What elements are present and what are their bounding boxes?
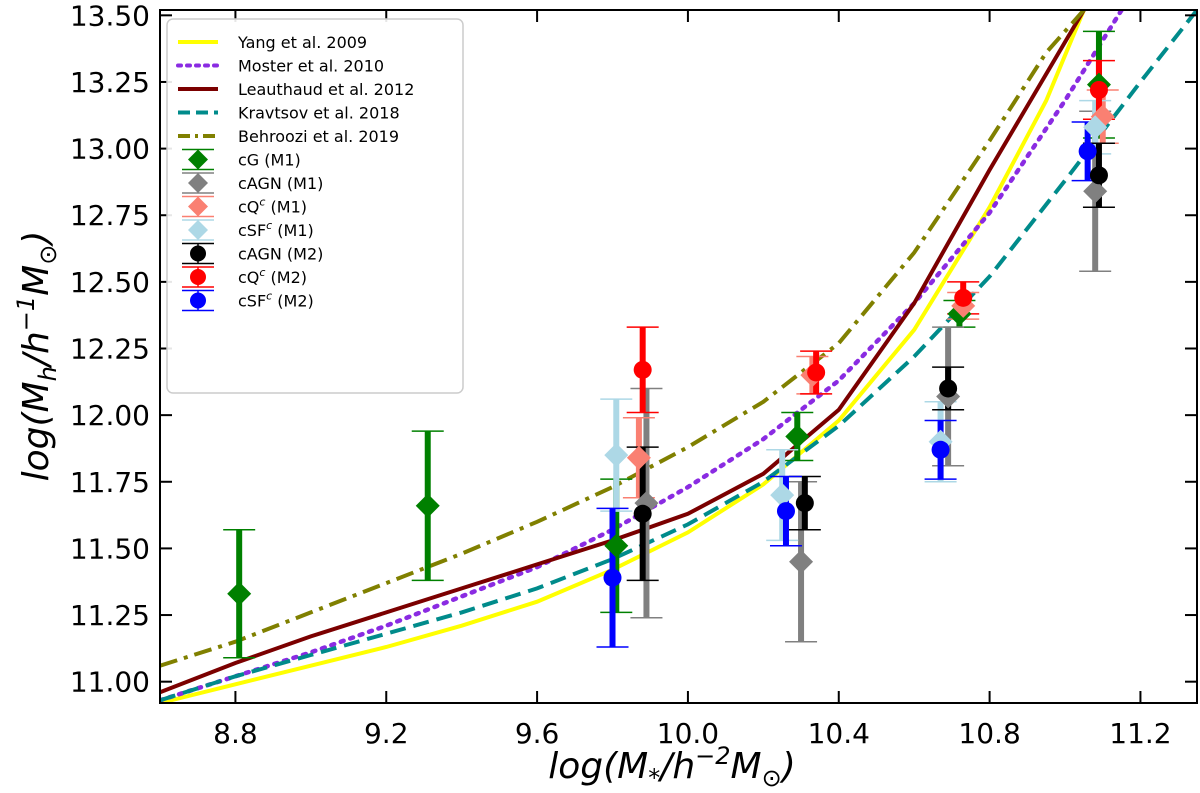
plot-frame bbox=[159, 9, 1198, 704]
point-csf-c-m2 bbox=[1078, 142, 1097, 161]
legend-item-leauthaud-et-al-2012: Leauthaud et al. 2012 bbox=[178, 80, 414, 99]
x-tick-label: 8.8 bbox=[213, 717, 258, 750]
point-cq-c-m2 bbox=[1089, 80, 1108, 99]
legend-marker bbox=[188, 149, 208, 170]
legend-label: cAGN (M2) bbox=[238, 245, 323, 264]
legend-item-kravtsov-et-al-2018: Kravtsov et al. 2018 bbox=[178, 104, 400, 123]
legend-label: Moster et al. 2010 bbox=[238, 57, 384, 76]
legend-label: cQc (M2) bbox=[238, 266, 307, 287]
legend-marker bbox=[188, 196, 208, 217]
point-cagn-m2 bbox=[939, 379, 958, 398]
point-csf-c-m2 bbox=[776, 502, 795, 521]
point-csf-c-m1 bbox=[770, 483, 795, 508]
point-cagn-m1 bbox=[789, 549, 814, 574]
legend-item-moster-et-al-2010: Moster et al. 2010 bbox=[176, 57, 384, 76]
x-tick-label: 10.0 bbox=[657, 717, 719, 750]
x-tick-label: 10.4 bbox=[808, 717, 870, 750]
legend-marker bbox=[190, 292, 206, 309]
curve-behroozi-et-al-2019 bbox=[160, 10, 1086, 668]
y-tick-label: 12.75 bbox=[70, 199, 150, 232]
point-cg-m1 bbox=[604, 533, 629, 558]
y-tick-label: 12.00 bbox=[70, 399, 150, 432]
y-tick-label: 13.25 bbox=[70, 66, 150, 99]
point-csf-c-m1 bbox=[604, 443, 629, 468]
legend-label: Yang et al. 2009 bbox=[237, 33, 367, 52]
point-csf-c-m2 bbox=[603, 568, 622, 587]
point-cagn-m1 bbox=[1083, 179, 1108, 204]
x-tick-label: 10.8 bbox=[958, 717, 1020, 750]
legend-label: Behroozi et al. 2019 bbox=[238, 127, 399, 146]
point-cq-c-m2 bbox=[954, 288, 973, 307]
legend-item-cagn-m1: cAGN (M1) bbox=[182, 172, 323, 194]
y-tick-label: 11.50 bbox=[70, 532, 150, 565]
y-tick-label: 12.50 bbox=[70, 266, 150, 299]
legend-item-cg-m1: cG (M1) bbox=[182, 148, 301, 171]
point-cq-c-m1 bbox=[626, 445, 651, 470]
legend-item-csf-m2: cSFc (M2) bbox=[182, 290, 314, 312]
y-tick-label: 12.25 bbox=[70, 333, 150, 366]
point-cg-m1 bbox=[227, 581, 252, 606]
legend-label: cAGN (M1) bbox=[238, 174, 323, 193]
legend-item-yang-et-al-2009: Yang et al. 2009 bbox=[178, 33, 367, 52]
legend-label: Kravtsov et al. 2018 bbox=[238, 104, 400, 123]
legend-label: cSFc (M1) bbox=[238, 219, 314, 240]
y-tick-label: 11.25 bbox=[70, 599, 150, 632]
curve-moster-et-al-2010 bbox=[160, 10, 1124, 703]
point-cg-m1 bbox=[415, 493, 440, 518]
legend-label: Leauthaud et al. 2012 bbox=[238, 80, 414, 99]
y-axis-title: log(Mh/h−1M⊙) bbox=[12, 231, 62, 482]
legend-item-behroozi-et-al-2019: Behroozi et al. 2019 bbox=[178, 127, 399, 146]
legend-marker bbox=[190, 245, 206, 262]
x-tick-label: 11.2 bbox=[1109, 717, 1171, 750]
legend-label: cSFc (M2) bbox=[238, 290, 314, 311]
x-axis-title: log(M*/h−2M⊙) bbox=[548, 742, 796, 792]
point-cq-c-m2 bbox=[633, 360, 652, 379]
y-tick-label: 11.75 bbox=[70, 466, 150, 499]
legend-box bbox=[166, 18, 464, 394]
point-cagn-m2 bbox=[1089, 166, 1108, 185]
y-tick-label: 13.00 bbox=[70, 133, 150, 166]
legend-item-cagn-m2: cAGN (M2) bbox=[182, 242, 323, 265]
point-csf-c-m1 bbox=[1083, 115, 1108, 140]
legend-label: cQc (M1) bbox=[238, 196, 307, 217]
legend-item-cq-m1: cQc (M1) bbox=[182, 196, 307, 218]
point-cagn-m2 bbox=[633, 504, 652, 523]
y-tick-label: 13.50 bbox=[70, 0, 150, 32]
point-csf-c-m2 bbox=[931, 440, 950, 459]
curve-kravtsov-et-al-2018 bbox=[160, 10, 1197, 703]
y-tick-label: 11.00 bbox=[70, 666, 150, 699]
legend-item-csf-m1: cSFc (M1) bbox=[182, 219, 314, 241]
legend-marker bbox=[188, 173, 208, 193]
legend-marker bbox=[188, 220, 208, 240]
point-cg-m1 bbox=[785, 424, 810, 449]
curve-leauthaud-et-al-2012 bbox=[160, 10, 1086, 695]
legend-item-cq-m2: cQc (M2) bbox=[182, 266, 307, 288]
x-tick-label: 9.2 bbox=[364, 717, 409, 750]
point-cq-c-m2 bbox=[807, 363, 826, 382]
legend-label: cG (M1) bbox=[238, 151, 301, 170]
legend-marker bbox=[190, 269, 206, 285]
point-cagn-m2 bbox=[795, 494, 814, 513]
x-tick-label: 9.6 bbox=[515, 717, 560, 750]
